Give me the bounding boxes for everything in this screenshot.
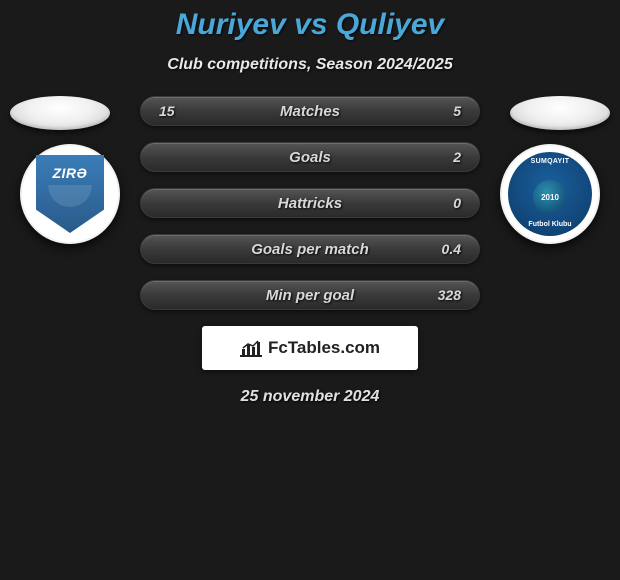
- stat-label: Matches: [189, 103, 431, 120]
- stat-label: Goals: [189, 149, 431, 166]
- stat-right-value: 0.4: [431, 241, 461, 257]
- player-photo-placeholder-right: [510, 96, 610, 130]
- page-title: Nuriyev vs Quliyev: [0, 8, 620, 42]
- club-badge-left-text: ZIRƏ: [52, 165, 87, 181]
- stat-label: Goals per match: [189, 241, 431, 258]
- club-badge-right-arc-text: SUMQAYIT: [515, 158, 585, 165]
- club-badge-left: ZIRƏ: [20, 144, 120, 244]
- player-photo-placeholder-left: [10, 96, 110, 130]
- club-badge-right-circle: SUMQAYIT 2010 Futbol Klubu: [508, 152, 592, 236]
- page-subtitle: Club competitions, Season 2024/2025: [0, 56, 620, 74]
- stat-rows: 15 Matches 5 Goals 2 Hattricks 0 Goals p…: [140, 96, 480, 310]
- club-badge-left-shield: ZIRƏ: [36, 155, 104, 233]
- comparison-card: Nuriyev vs Quliyev Club competitions, Se…: [0, 0, 620, 406]
- stat-right-value: 328: [431, 287, 461, 303]
- stat-left-value: 15: [159, 103, 189, 119]
- stat-right-value: 5: [431, 103, 461, 119]
- club-badge-right-sub: Futbol Klubu: [528, 221, 571, 228]
- date-text: 25 november 2024: [0, 388, 620, 406]
- stat-label: Hattricks: [189, 195, 431, 212]
- club-badge-right-ball: 2010: [533, 180, 567, 214]
- stat-label: Min per goal: [189, 287, 431, 304]
- stat-row-matches: 15 Matches 5: [140, 96, 480, 126]
- main-area: ZIRƏ SUMQAYIT 2010 Futbol Klubu 15 Match…: [0, 96, 620, 406]
- stat-right-value: 0: [431, 195, 461, 211]
- stat-row-min-per-goal: Min per goal 328: [140, 280, 480, 310]
- stat-right-value: 2: [431, 149, 461, 165]
- chart-icon: [240, 339, 262, 357]
- stat-row-hattricks: Hattricks 0: [140, 188, 480, 218]
- stat-row-goals: Goals 2: [140, 142, 480, 172]
- club-badge-right: SUMQAYIT 2010 Futbol Klubu: [500, 144, 600, 244]
- brand-text: FcTables.com: [268, 338, 380, 358]
- brand-box[interactable]: FcTables.com: [202, 326, 418, 370]
- club-badge-left-arc: [48, 185, 92, 207]
- stat-row-goals-per-match: Goals per match 0.4: [140, 234, 480, 264]
